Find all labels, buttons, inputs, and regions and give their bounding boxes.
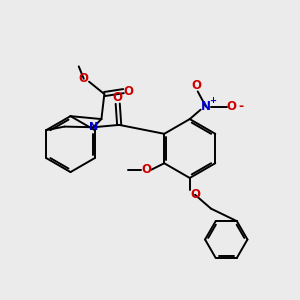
Text: -: - [238,100,243,113]
Text: O: O [141,163,151,176]
Text: O: O [227,100,237,113]
Text: O: O [113,91,123,104]
Text: O: O [190,188,200,201]
Text: N: N [201,100,211,113]
Text: O: O [124,85,134,98]
Text: +: + [209,96,216,105]
Text: O: O [79,72,89,85]
Text: O: O [191,79,201,92]
Text: N: N [89,122,98,132]
